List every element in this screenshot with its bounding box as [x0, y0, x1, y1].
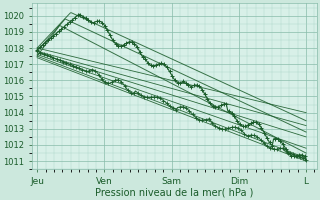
- X-axis label: Pression niveau de la mer( hPa ): Pression niveau de la mer( hPa ): [95, 187, 253, 197]
